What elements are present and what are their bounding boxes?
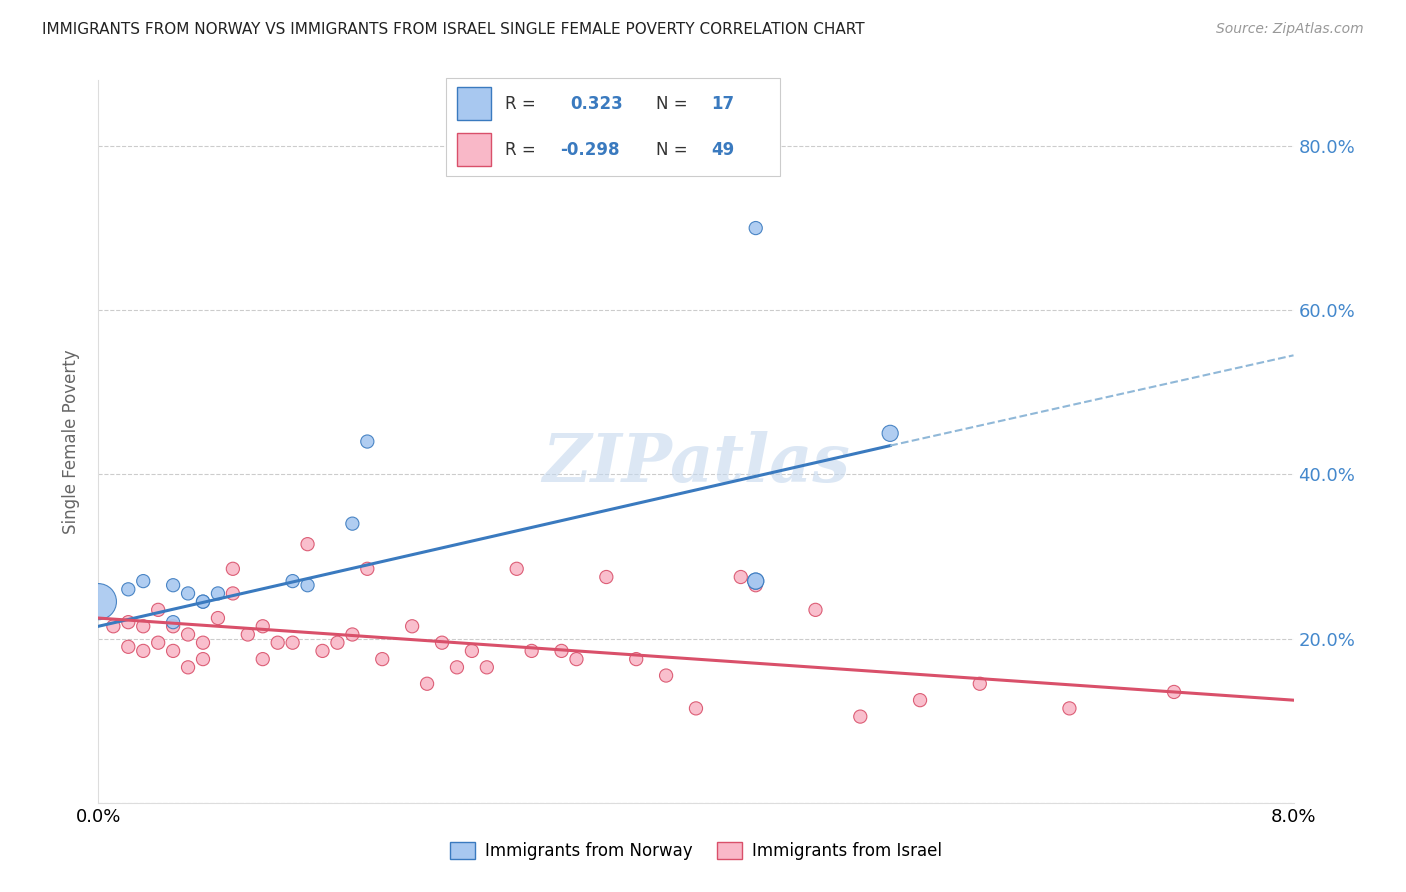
Point bbox=[371, 652, 394, 666]
Point bbox=[191, 652, 214, 666]
Point bbox=[356, 562, 378, 576]
Point bbox=[356, 434, 378, 449]
Point bbox=[565, 652, 588, 666]
Point bbox=[804, 603, 827, 617]
Point bbox=[342, 627, 364, 641]
Text: 0.323: 0.323 bbox=[571, 95, 623, 112]
Point bbox=[162, 619, 184, 633]
Point bbox=[117, 640, 139, 654]
Point bbox=[311, 644, 333, 658]
Point bbox=[207, 586, 229, 600]
Text: 17: 17 bbox=[711, 95, 735, 112]
Point bbox=[132, 574, 155, 588]
Point bbox=[401, 619, 423, 633]
Point bbox=[342, 516, 364, 531]
Point bbox=[626, 652, 648, 666]
FancyBboxPatch shape bbox=[457, 87, 491, 120]
Point bbox=[148, 603, 170, 617]
Point bbox=[177, 586, 200, 600]
Point bbox=[416, 677, 439, 691]
Point bbox=[132, 644, 155, 658]
Point bbox=[550, 644, 572, 658]
Point bbox=[236, 627, 259, 641]
Point bbox=[252, 652, 274, 666]
Point bbox=[879, 426, 901, 441]
Point bbox=[1163, 685, 1185, 699]
FancyBboxPatch shape bbox=[457, 133, 491, 166]
Point bbox=[191, 636, 214, 650]
Text: -0.298: -0.298 bbox=[560, 141, 620, 159]
Point bbox=[281, 636, 304, 650]
Point bbox=[849, 709, 872, 723]
Point bbox=[177, 627, 200, 641]
Point bbox=[132, 619, 155, 633]
Point bbox=[162, 615, 184, 630]
Point bbox=[475, 660, 498, 674]
Point bbox=[1059, 701, 1081, 715]
Point bbox=[117, 615, 139, 630]
Point bbox=[117, 582, 139, 597]
Text: 49: 49 bbox=[711, 141, 735, 159]
Point bbox=[969, 677, 991, 691]
Point bbox=[162, 644, 184, 658]
Point bbox=[297, 578, 319, 592]
Legend: Immigrants from Norway, Immigrants from Israel: Immigrants from Norway, Immigrants from … bbox=[443, 835, 949, 867]
Point bbox=[908, 693, 931, 707]
Point bbox=[461, 644, 484, 658]
Point bbox=[595, 570, 617, 584]
Point bbox=[103, 619, 125, 633]
Text: ZIPatlas: ZIPatlas bbox=[543, 431, 849, 496]
Y-axis label: Single Female Poverty: Single Female Poverty bbox=[62, 350, 80, 533]
Point bbox=[297, 537, 319, 551]
Text: N =: N = bbox=[657, 95, 688, 112]
Point bbox=[730, 570, 752, 584]
Point bbox=[430, 636, 453, 650]
Point bbox=[191, 594, 214, 608]
Point bbox=[446, 660, 468, 674]
Point bbox=[191, 594, 214, 608]
Point bbox=[222, 562, 245, 576]
Point bbox=[87, 594, 110, 608]
Point bbox=[520, 644, 543, 658]
Point bbox=[207, 611, 229, 625]
FancyBboxPatch shape bbox=[446, 78, 780, 177]
Point bbox=[326, 636, 349, 650]
Point bbox=[745, 574, 768, 588]
Point bbox=[252, 619, 274, 633]
Text: IMMIGRANTS FROM NORWAY VS IMMIGRANTS FROM ISRAEL SINGLE FEMALE POVERTY CORRELATI: IMMIGRANTS FROM NORWAY VS IMMIGRANTS FRO… bbox=[42, 22, 865, 37]
Text: R =: R = bbox=[505, 141, 536, 159]
Point bbox=[162, 578, 184, 592]
Point bbox=[281, 574, 304, 588]
Text: Source: ZipAtlas.com: Source: ZipAtlas.com bbox=[1216, 22, 1364, 37]
Point bbox=[177, 660, 200, 674]
Text: N =: N = bbox=[657, 141, 688, 159]
Point bbox=[267, 636, 290, 650]
Point bbox=[655, 668, 678, 682]
Point bbox=[745, 221, 768, 235]
Text: R =: R = bbox=[505, 95, 536, 112]
Point bbox=[148, 636, 170, 650]
Point bbox=[685, 701, 707, 715]
Point bbox=[745, 578, 768, 592]
Point bbox=[222, 586, 245, 600]
Point bbox=[745, 574, 768, 588]
Point bbox=[506, 562, 529, 576]
